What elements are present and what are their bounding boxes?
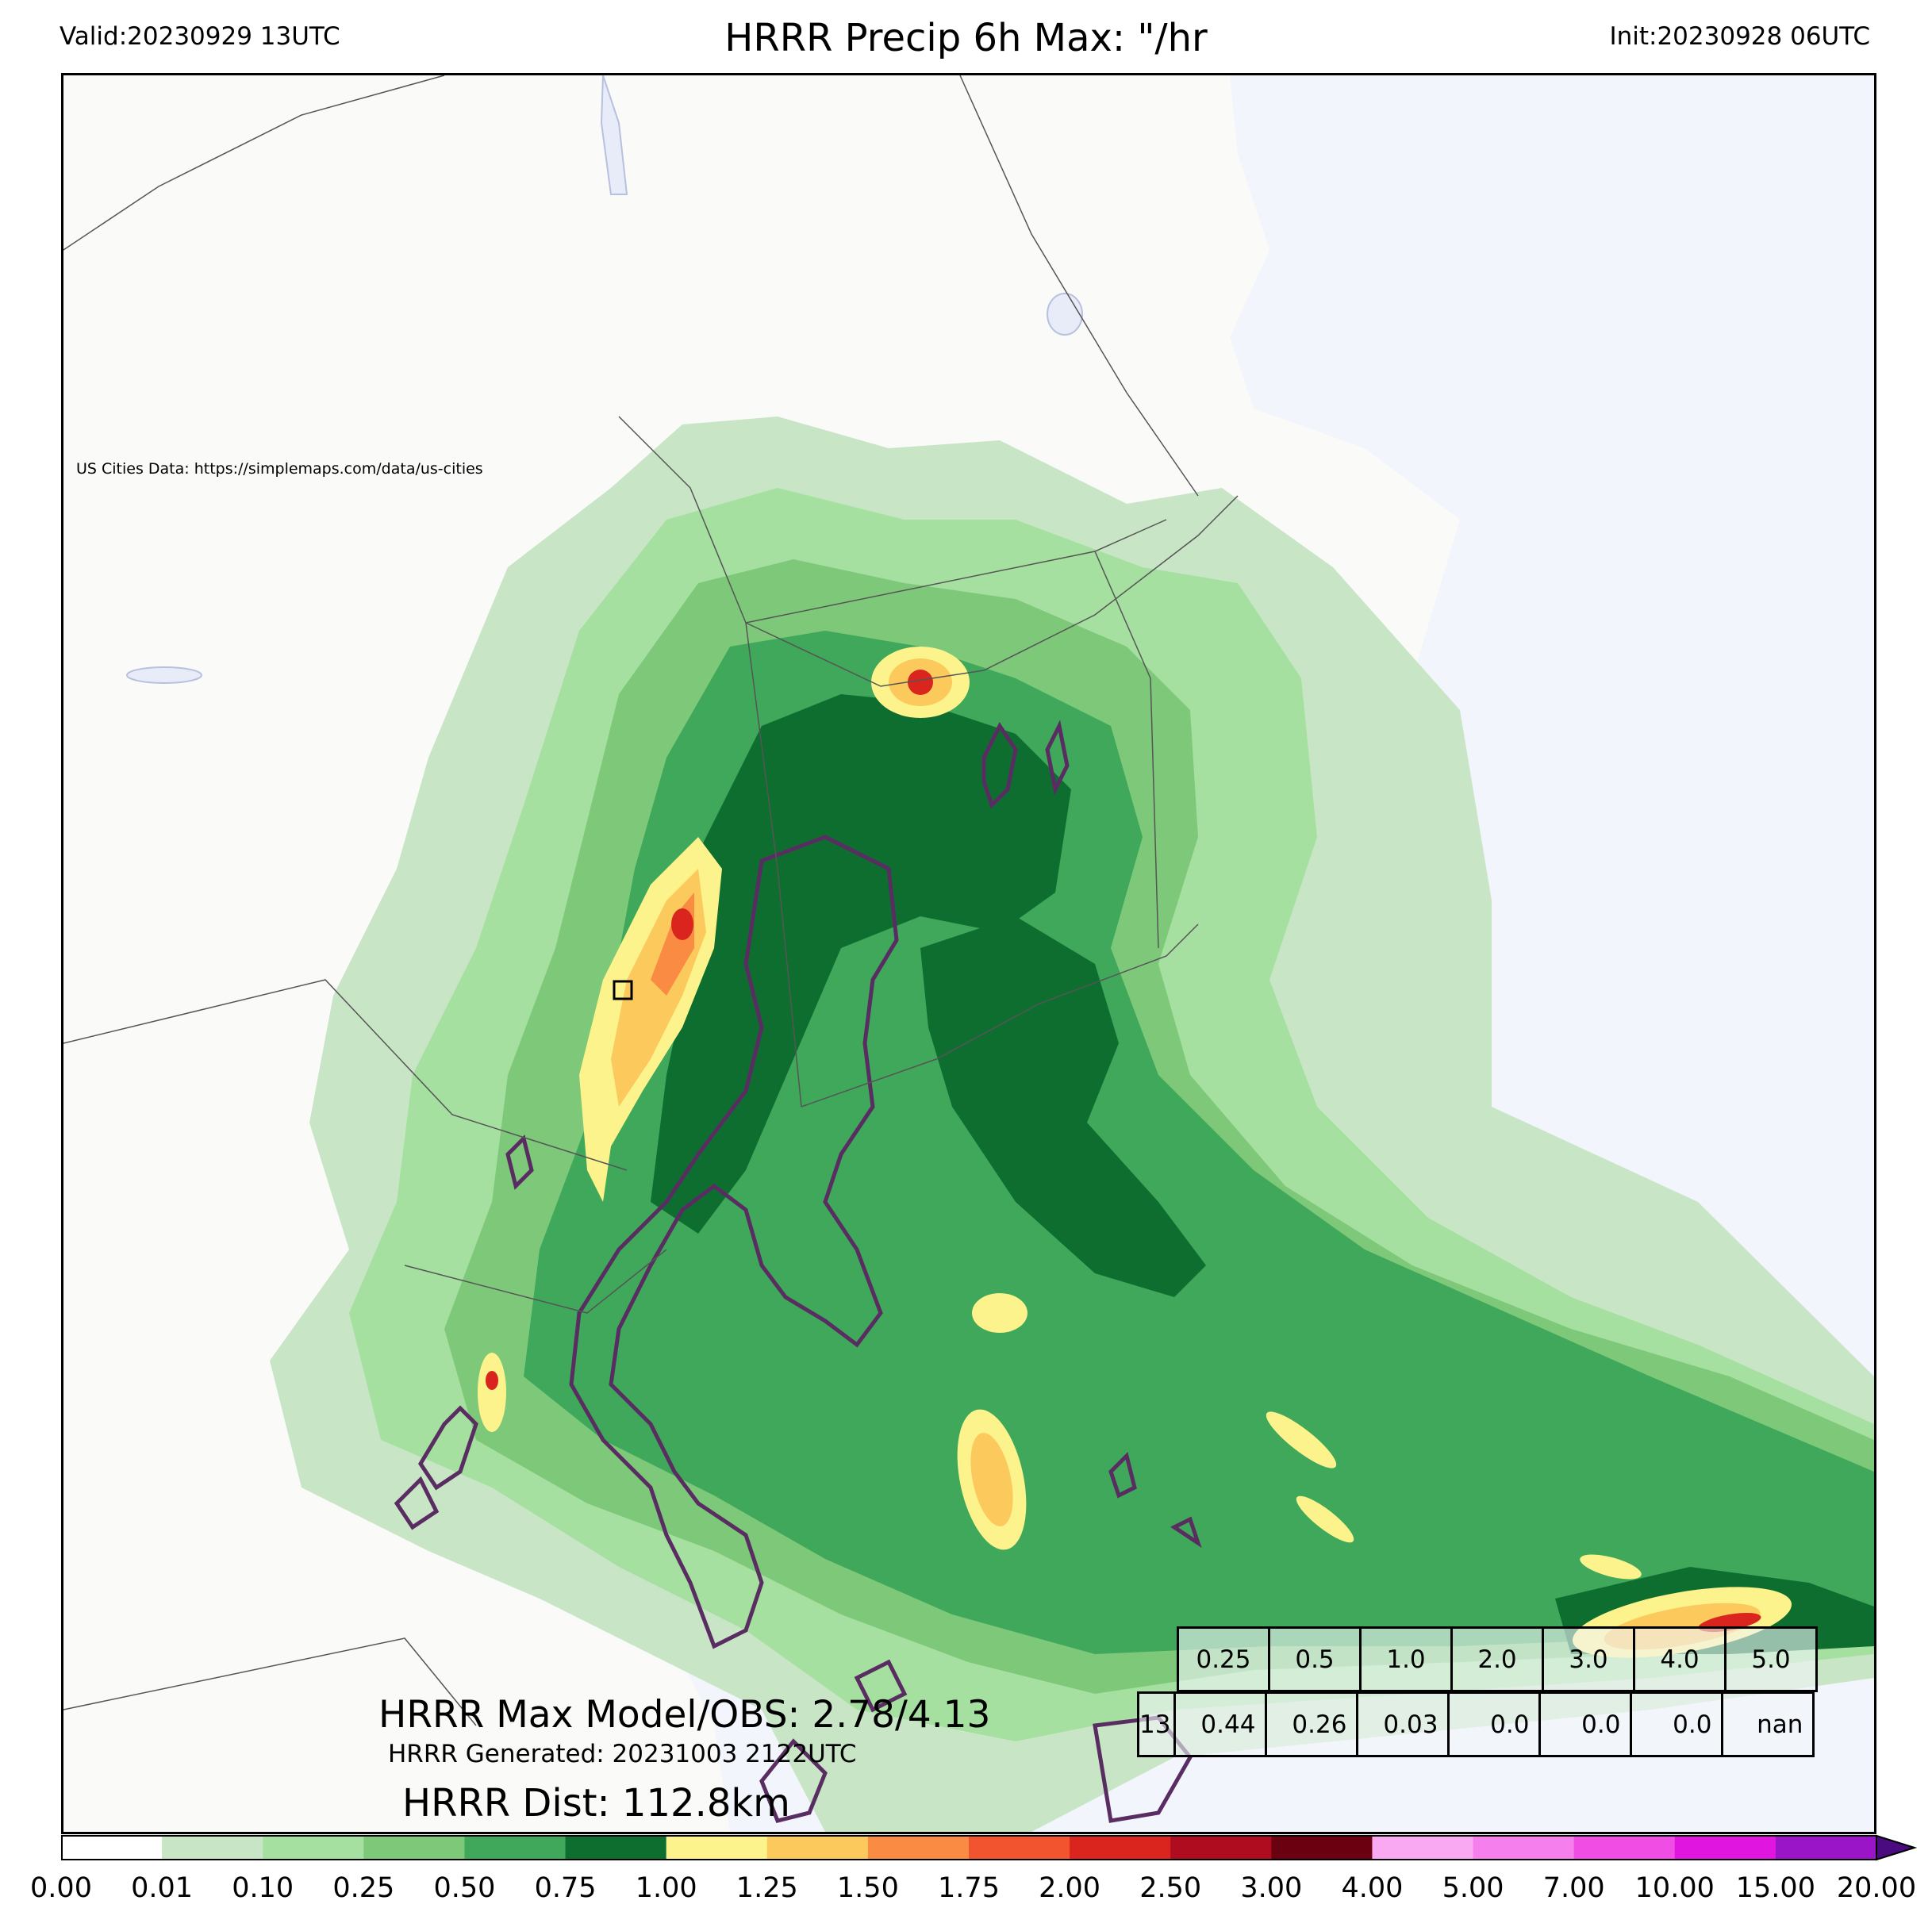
colorbar-segment — [363, 1836, 465, 1860]
colorbar-ticks: 0.00 0.01 0.10 0.25 0.50 0.75 1.00 1.25 1.50 1.75… — [0, 1872, 1932, 1912]
lake — [1047, 293, 1083, 336]
colorbar-segment — [464, 1836, 567, 1860]
value-cell: 0.0 — [1538, 1691, 1633, 1757]
lake — [600, 75, 628, 195]
colorbar-segment — [565, 1836, 667, 1860]
max-obs-station-marker — [613, 980, 633, 1000]
colorbar-tick-label: 0.25 — [332, 1872, 395, 1904]
max-model-obs-label: HRRR Max Model/OBS: 2.78/4.13 — [378, 1693, 991, 1737]
valid-time-label: Valid:20230929 13UTC — [60, 22, 340, 51]
row-label-cell: 13 — [1136, 1691, 1177, 1757]
map-canvas — [63, 75, 1874, 1832]
colorbar-tick-label: 1.50 — [836, 1872, 899, 1904]
threshold-cell: 1.0 — [1359, 1626, 1453, 1692]
threshold-cell: 2.0 — [1450, 1626, 1544, 1692]
colorbar-tick-label: 1.75 — [938, 1872, 1000, 1904]
colorbar-extend-arrow — [1876, 1834, 1918, 1861]
colorbar-tick-label: 0.75 — [534, 1872, 597, 1904]
colorbar-tick-label: 1.25 — [736, 1872, 798, 1904]
colorbar-segment — [162, 1836, 263, 1860]
value-row: 13 0.44 0.26 0.03 0.0 0.0 0.0 nan — [1136, 1691, 1815, 1757]
colorbar-segment — [61, 1836, 163, 1860]
colorbar-tick-label: 5.00 — [1442, 1872, 1504, 1904]
colorbar-segment — [263, 1836, 364, 1860]
init-time-label: Init:20230928 06UTC — [1609, 22, 1870, 51]
threshold-header-table: 0.25 0.5 1.0 2.0 3.0 4.0 5.0 — [1177, 1626, 1818, 1692]
colorbar-segment — [1372, 1836, 1474, 1860]
threshold-values-table: 13 0.44 0.26 0.03 0.0 0.0 0.0 nan — [1136, 1691, 1815, 1757]
distance-label: HRRR Dist: 112.8km — [402, 1781, 790, 1825]
colorbar-outline — [61, 1835, 1877, 1860]
colorbar-segment — [1473, 1836, 1575, 1860]
colorbar-tick-label: 2.00 — [1039, 1872, 1101, 1904]
colorbar-tick-label: 10.00 — [1634, 1872, 1715, 1904]
colorbar-segment — [867, 1836, 970, 1860]
colorbar — [61, 1834, 1918, 1861]
colorbar-tick-label: 15.00 — [1735, 1872, 1815, 1904]
value-cell: 0.03 — [1356, 1691, 1450, 1757]
colorbar-segment — [969, 1836, 1070, 1860]
colorbar-tick-label: 2.50 — [1139, 1872, 1202, 1904]
value-cell: 0.0 — [1630, 1691, 1724, 1757]
colorbar-segment — [1674, 1836, 1776, 1860]
boundaries — [63, 75, 1239, 1726]
colorbar-segment — [666, 1836, 768, 1860]
colorbar-tick-label: 0.10 — [232, 1872, 294, 1904]
value-cell: 0.44 — [1173, 1691, 1268, 1757]
data-credit: US Cities Data: https://simplemaps.com/d… — [76, 460, 483, 478]
colorbar-segment — [1573, 1836, 1676, 1860]
colorbar-tick-label: 1.00 — [635, 1872, 697, 1904]
colorbar-tick-label: 20.00 — [1836, 1872, 1917, 1904]
colorbar-segment — [1070, 1836, 1171, 1860]
colorbar-tick-label: 3.00 — [1240, 1872, 1303, 1904]
generated-label: HRRR Generated: 20231003 2122UTC — [388, 1740, 857, 1768]
precip-map[interactable]: US Cities Data: https://simplemaps.com/d… — [61, 73, 1876, 1834]
lake — [126, 666, 202, 684]
colorbar-tick-label: 4.00 — [1341, 1872, 1404, 1904]
colorbar-tick-label: 0.50 — [433, 1872, 496, 1904]
threshold-cell: 4.0 — [1633, 1626, 1727, 1692]
threshold-cell: 3.0 — [1542, 1626, 1635, 1692]
obs-contours — [394, 720, 1202, 1823]
threshold-cell: 5.0 — [1724, 1626, 1818, 1692]
colorbar-segment — [766, 1836, 869, 1860]
value-cell: nan — [1721, 1691, 1815, 1757]
threshold-cell: 0.5 — [1268, 1626, 1362, 1692]
colorbar-segment — [1775, 1836, 1877, 1860]
value-cell: 0.0 — [1447, 1691, 1542, 1757]
colorbar-tick-label: 7.00 — [1542, 1872, 1605, 1904]
colorbar-tick-label: 0.00 — [30, 1872, 92, 1904]
threshold-row: 0.25 0.5 1.0 2.0 3.0 4.0 5.0 — [1177, 1626, 1818, 1692]
precip-shading — [270, 417, 1874, 1832]
colorbar-segment — [1170, 1836, 1272, 1860]
map-title: HRRR Precip 6h Max: "/hr — [724, 16, 1208, 60]
colorbar-tick-label: 0.01 — [131, 1872, 194, 1904]
threshold-cell: 0.25 — [1177, 1626, 1270, 1692]
colorbar-segment — [1271, 1836, 1373, 1860]
value-cell: 0.26 — [1265, 1691, 1359, 1757]
